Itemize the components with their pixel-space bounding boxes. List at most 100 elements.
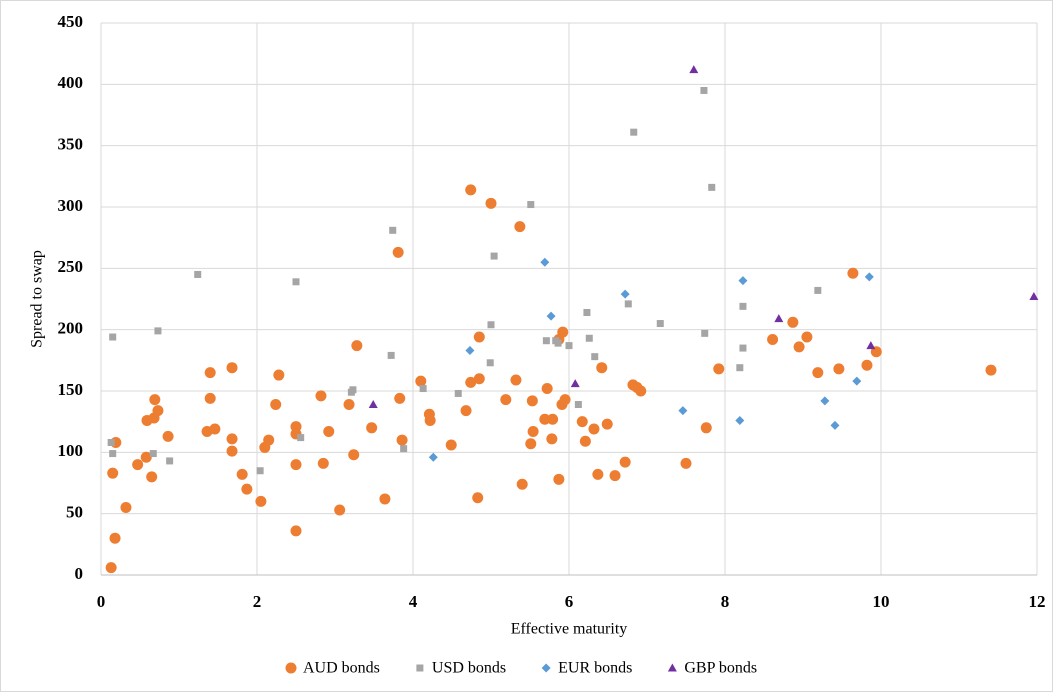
y-tick-label: 100 (58, 441, 84, 460)
point (454, 389, 462, 397)
point (166, 457, 174, 465)
legend-label: AUD bonds (303, 660, 380, 677)
legend-label: EUR bonds (558, 660, 632, 677)
point (132, 459, 144, 471)
point (525, 438, 537, 450)
point (514, 221, 526, 233)
point (624, 300, 632, 308)
x-axis-label: Effective maturity (511, 621, 628, 638)
point (473, 331, 485, 343)
point (120, 502, 132, 514)
point (812, 367, 824, 379)
point (487, 321, 495, 329)
point (678, 406, 688, 416)
point (861, 359, 873, 371)
point (735, 415, 745, 425)
point (739, 302, 747, 310)
point (273, 369, 285, 381)
point (847, 267, 859, 279)
point (559, 394, 571, 406)
point (389, 226, 397, 234)
point (317, 457, 329, 469)
point (585, 334, 593, 342)
point (576, 416, 588, 428)
point (852, 376, 862, 386)
point (510, 374, 522, 386)
legend-marker (667, 663, 677, 672)
point (351, 340, 363, 352)
point (392, 246, 404, 258)
point (387, 351, 395, 359)
point (738, 276, 748, 286)
point (579, 435, 591, 447)
y-axis-label: Spread to swap (29, 250, 46, 348)
point (424, 414, 436, 426)
point (460, 405, 472, 417)
legend-marker (541, 663, 551, 673)
point (801, 331, 813, 343)
point (236, 468, 248, 480)
y-tick-label: 0 (75, 564, 84, 583)
point (736, 364, 744, 372)
point (767, 333, 779, 345)
point (713, 363, 725, 375)
point (292, 278, 300, 286)
point (366, 422, 378, 434)
point (107, 439, 115, 447)
point (701, 329, 709, 337)
point (109, 333, 117, 341)
point (204, 367, 216, 379)
point (985, 364, 997, 376)
x-tick-label: 2 (253, 592, 262, 611)
y-tick-label: 50 (66, 503, 83, 522)
point (241, 483, 253, 495)
y-tick-label: 450 (58, 12, 84, 31)
point (255, 495, 267, 507)
point (204, 392, 216, 404)
point (630, 128, 638, 136)
point (540, 257, 550, 267)
point (270, 398, 282, 410)
point (107, 467, 119, 479)
y-tick-label: 300 (58, 196, 84, 215)
point (297, 434, 305, 442)
y-tick-label: 400 (58, 73, 84, 92)
point (194, 270, 202, 278)
point (152, 405, 164, 417)
point (596, 362, 608, 374)
point (149, 394, 161, 406)
point (542, 337, 550, 345)
point (334, 504, 346, 516)
point (394, 392, 406, 404)
point (162, 430, 174, 442)
point (814, 286, 822, 294)
point (109, 450, 117, 458)
point (527, 425, 539, 437)
point (546, 311, 556, 321)
point (290, 459, 302, 471)
point (226, 433, 238, 445)
point (592, 468, 604, 480)
point (553, 473, 565, 485)
point (700, 422, 712, 434)
point (465, 376, 477, 388)
point (347, 388, 355, 396)
point (490, 252, 498, 260)
point (400, 445, 408, 453)
point (396, 434, 408, 446)
point (379, 493, 391, 505)
point (547, 413, 559, 425)
point (486, 359, 494, 367)
point (419, 385, 427, 393)
point (601, 418, 613, 430)
point (820, 396, 830, 406)
point (539, 413, 551, 425)
point (445, 439, 457, 451)
point (109, 532, 121, 544)
point (833, 363, 845, 375)
y-tick-label: 250 (58, 257, 84, 276)
point (570, 379, 580, 388)
point (708, 183, 716, 191)
